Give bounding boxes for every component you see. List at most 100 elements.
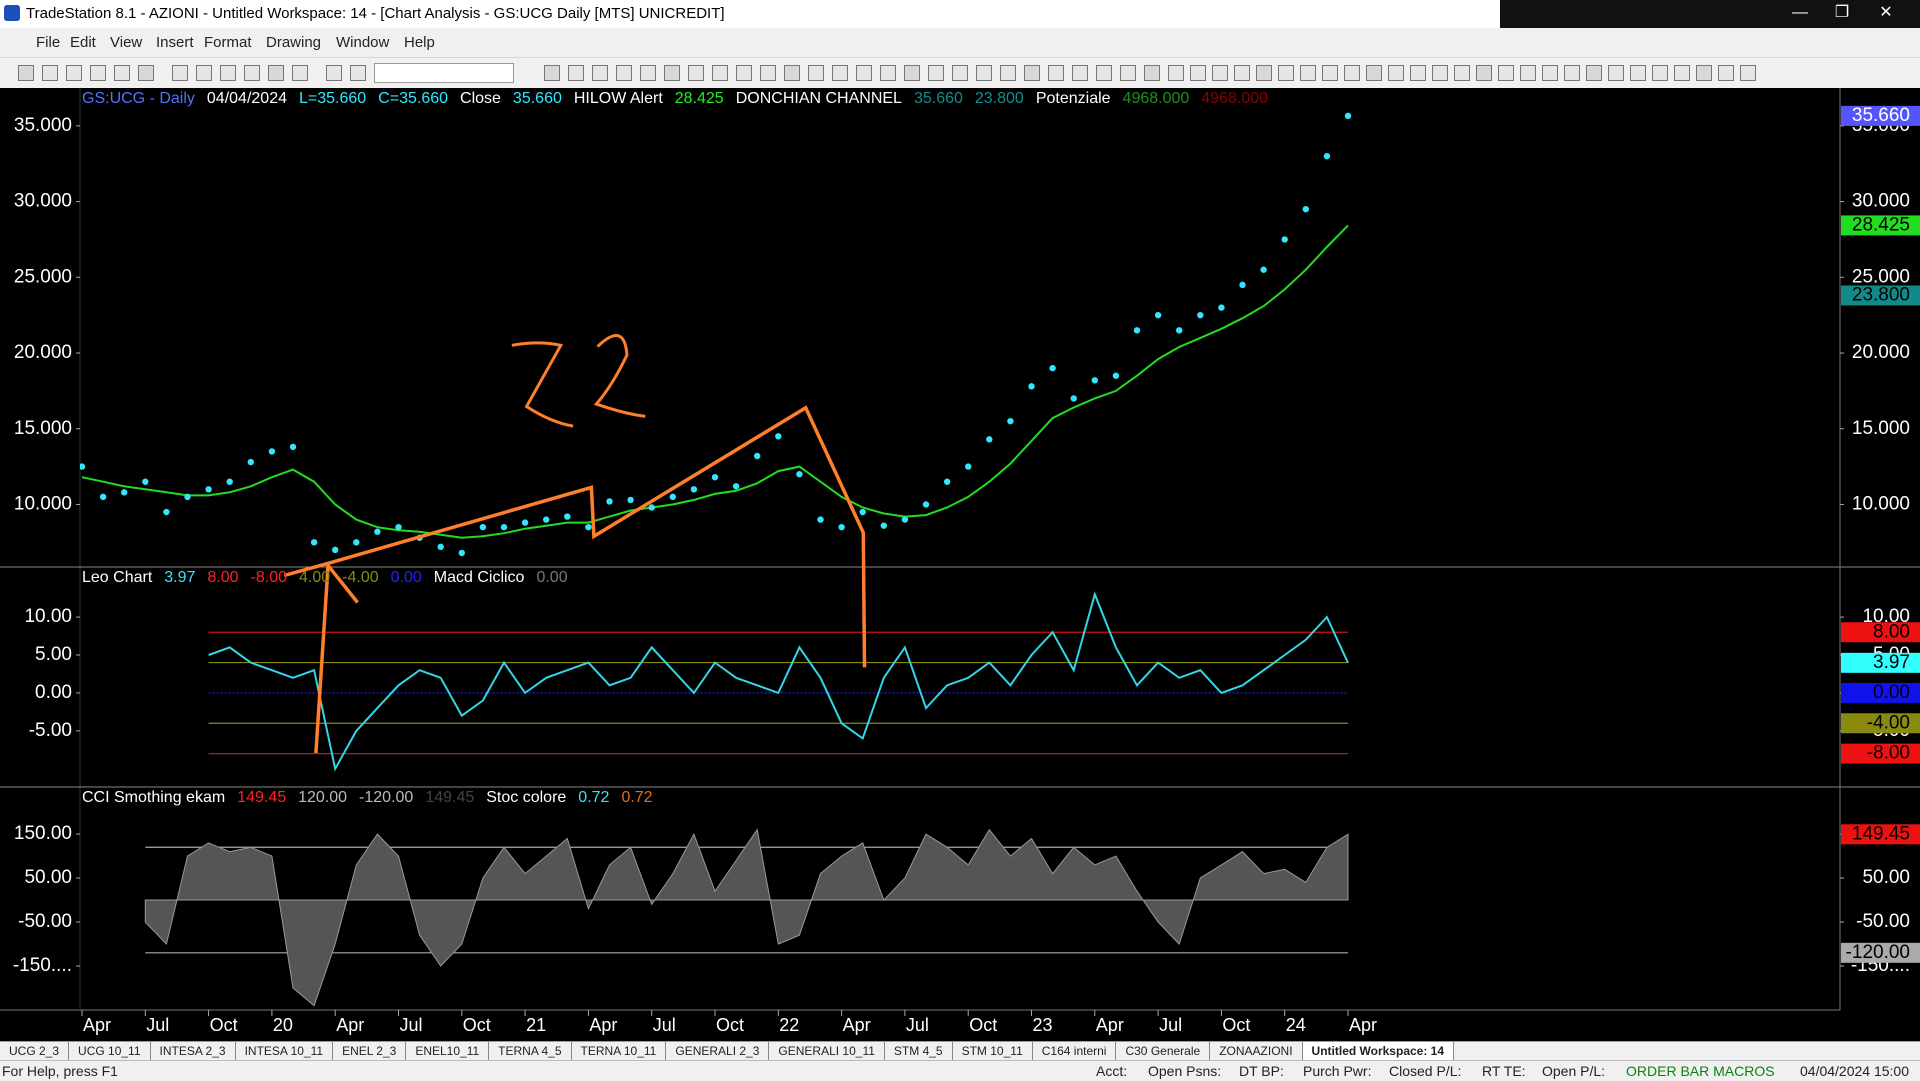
toolbar-button[interactable] xyxy=(1542,65,1558,81)
toolbar-button[interactable] xyxy=(856,65,872,81)
workspace-tab[interactable]: ENEL 2_3 xyxy=(333,1042,407,1060)
toolbar-button[interactable] xyxy=(1432,65,1448,81)
menu-item[interactable]: Window xyxy=(336,34,390,51)
menu-item[interactable]: Help xyxy=(404,34,435,51)
menu-item[interactable]: Edit xyxy=(70,34,96,51)
toolbar-button[interactable] xyxy=(220,65,236,81)
toolbar-button[interactable] xyxy=(928,65,944,81)
toolbar-button[interactable] xyxy=(1322,65,1338,81)
toolbar-button[interactable] xyxy=(1300,65,1316,81)
workspace-tab[interactable]: GENERALI 10_11 xyxy=(769,1042,885,1060)
toolbar-button[interactable] xyxy=(1696,65,1712,81)
toolbar-button[interactable] xyxy=(268,65,284,81)
toolbar-button[interactable] xyxy=(1024,65,1040,81)
toolbar-button[interactable] xyxy=(42,65,58,81)
header-item: 0.72 xyxy=(578,789,610,806)
toolbar-button[interactable] xyxy=(904,65,920,81)
toolbar-button[interactable] xyxy=(784,65,800,81)
workspace-tab[interactable]: INTESA 10_11 xyxy=(236,1042,334,1060)
workspace-tab[interactable]: TERNA 4_5 xyxy=(489,1042,572,1060)
toolbar-button[interactable] xyxy=(90,65,106,81)
toolbar-button[interactable] xyxy=(1630,65,1646,81)
toolbar-button[interactable] xyxy=(292,65,308,81)
toolbar-button[interactable] xyxy=(832,65,848,81)
toolbar-button[interactable] xyxy=(1410,65,1426,81)
workspace-tab[interactable]: STM 4_5 xyxy=(885,1042,953,1060)
toolbar-button[interactable] xyxy=(66,65,82,81)
toolbar-button[interactable] xyxy=(760,65,776,81)
toolbar-button[interactable] xyxy=(544,65,560,81)
workspace-tab[interactable]: ENEL10_11 xyxy=(406,1042,490,1060)
toolbar-button[interactable] xyxy=(1212,65,1228,81)
toolbar-button[interactable] xyxy=(736,65,752,81)
toolbar-button[interactable] xyxy=(1168,65,1184,81)
toolbar-button[interactable] xyxy=(592,65,608,81)
toolbar-button[interactable] xyxy=(1344,65,1360,81)
toolbar-button[interactable] xyxy=(1190,65,1206,81)
toolbar-button[interactable] xyxy=(350,65,366,81)
time-label: Jul xyxy=(906,1015,929,1035)
toolbar-button[interactable] xyxy=(244,65,260,81)
time-label: Oct xyxy=(716,1015,744,1035)
workspace-tab[interactable]: UCG 2_3 xyxy=(0,1042,70,1060)
toolbar-button[interactable] xyxy=(1586,65,1602,81)
toolbar-button[interactable] xyxy=(1144,65,1160,81)
toolbar-button[interactable] xyxy=(1388,65,1404,81)
workspace-tab[interactable]: UCG 10_11 xyxy=(69,1042,151,1060)
workspace-tab[interactable]: TERNA 10_11 xyxy=(572,1042,667,1060)
toolbar-button[interactable] xyxy=(1366,65,1382,81)
toolbar-button[interactable] xyxy=(1454,65,1470,81)
toolbar-button[interactable] xyxy=(808,65,824,81)
price-dot xyxy=(437,543,444,551)
toolbar-button[interactable] xyxy=(326,65,342,81)
workspace-tab[interactable]: Untitled Workspace: 14 xyxy=(1302,1042,1455,1060)
symbol-combo[interactable] xyxy=(374,63,514,83)
toolbar-button[interactable] xyxy=(172,65,188,81)
toolbar-button[interactable] xyxy=(1000,65,1016,81)
toolbar-button[interactable] xyxy=(18,65,34,81)
toolbar-button[interactable] xyxy=(1740,65,1756,81)
toolbar-button[interactable] xyxy=(568,65,584,81)
menu-item[interactable]: Drawing xyxy=(266,34,322,51)
menu-item[interactable]: File xyxy=(36,34,61,51)
toolbar-button[interactable] xyxy=(114,65,130,81)
toolbar-button[interactable] xyxy=(1234,65,1250,81)
toolbar-button[interactable] xyxy=(976,65,992,81)
minimize-button[interactable]: — xyxy=(1792,4,1808,21)
toolbar-button[interactable] xyxy=(1096,65,1112,81)
toolbar-button[interactable] xyxy=(616,65,632,81)
workspace-tab[interactable]: INTESA 2_3 xyxy=(151,1042,236,1060)
menu-item[interactable]: Format xyxy=(204,34,252,51)
toolbar-button[interactable] xyxy=(688,65,704,81)
toolbar-button[interactable] xyxy=(664,65,680,81)
y-tick-label: -50.00 xyxy=(18,911,72,932)
toolbar-button[interactable] xyxy=(1718,65,1734,81)
workspace-tab[interactable]: ZONAAZIONI xyxy=(1210,1042,1303,1060)
toolbar-button[interactable] xyxy=(1256,65,1272,81)
workspace-tab[interactable]: GENERALI 2_3 xyxy=(666,1042,770,1060)
toolbar-button[interactable] xyxy=(1652,65,1668,81)
toolbar-button[interactable] xyxy=(640,65,656,81)
toolbar-button[interactable] xyxy=(1564,65,1580,81)
workspace-tab[interactable]: C30 Generale xyxy=(1116,1042,1211,1060)
toolbar-button[interactable] xyxy=(1476,65,1492,81)
toolbar-button[interactable] xyxy=(880,65,896,81)
toolbar-button[interactable] xyxy=(1674,65,1690,81)
toolbar-button[interactable] xyxy=(712,65,728,81)
close-button[interactable]: ✕ xyxy=(1879,4,1893,21)
toolbar-button[interactable] xyxy=(1120,65,1136,81)
toolbar-button[interactable] xyxy=(952,65,968,81)
toolbar-button[interactable] xyxy=(1498,65,1514,81)
toolbar-button[interactable] xyxy=(1278,65,1294,81)
toolbar-button[interactable] xyxy=(1520,65,1536,81)
toolbar-button[interactable] xyxy=(196,65,212,81)
workspace-tab[interactable]: C164 interni xyxy=(1033,1042,1117,1060)
toolbar-button[interactable] xyxy=(1072,65,1088,81)
menu-item[interactable]: View xyxy=(110,34,143,51)
toolbar-button[interactable] xyxy=(1608,65,1624,81)
maximize-button[interactable]: ❐ xyxy=(1834,4,1850,21)
menu-item[interactable]: Insert xyxy=(156,34,194,51)
toolbar-button[interactable] xyxy=(1048,65,1064,81)
workspace-tab[interactable]: STM 10_11 xyxy=(953,1042,1033,1060)
toolbar-button[interactable] xyxy=(138,65,154,81)
